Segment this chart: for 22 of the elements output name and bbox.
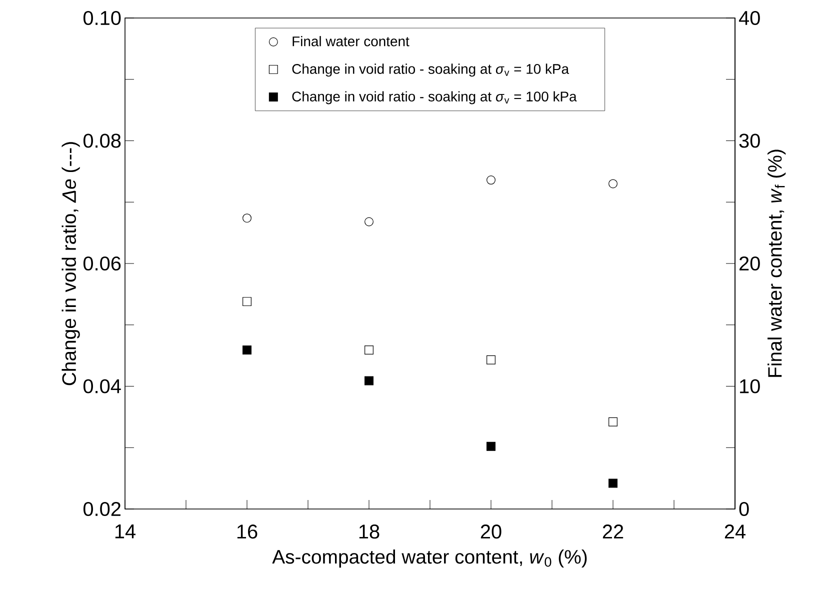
y-tick-label: 0.04 [83,379,121,394]
y2-tick-label: 30 [739,134,760,148]
legend-label: Final water content [292,36,410,46]
x-tick-label: 18 [359,524,380,539]
y2-tick-label: 0 [739,502,749,516]
legend-label: Change in void ratio - soaking at σ$_{v}$ = 10 kPa [292,64,570,77]
y-tick-label: 0.08 [83,134,121,148]
y2-tick-label: 40 [738,10,760,26]
y-tick-label: 0.02 [83,502,120,516]
x-tick-label: 24 [724,524,746,538]
y-axis-title: Change in void ratio, Δe (---) [62,142,80,386]
legend-label: Change in void ratio - soaking at σ$_{v}$ = 100 kPa [292,91,577,104]
x-axis-title: As-compacted water content, w$_{0}$ (%) [272,549,587,568]
x-tick-label: 16 [237,524,258,539]
y2-tick-label: 20 [740,256,760,271]
x-tick-label: 22 [602,524,624,538]
y-tick-label: 0.06 [83,256,121,271]
x-tick-label: 14 [115,524,136,538]
y2-tick-label: 10 [740,379,760,394]
y2-axis-title: Final water content, w$_{f}$ (%) [768,150,786,377]
x-tick-label: 20 [480,524,502,539]
y-tick-label: 0.10 [83,10,121,26]
